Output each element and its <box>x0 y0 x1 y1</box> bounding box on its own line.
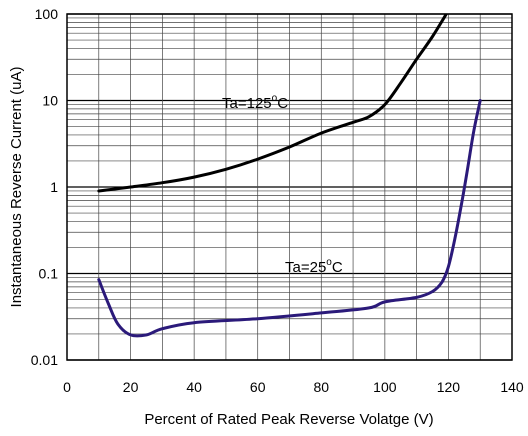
plot-frame <box>66 13 513 361</box>
y-tick-label: 0.1 <box>39 266 59 282</box>
y-tick-label: 10 <box>42 93 58 109</box>
series-label-25c-sup: o <box>326 257 332 268</box>
series-label-125c-main: Ta=125 <box>222 95 272 112</box>
series-label-125c: Ta=125oC <box>222 93 288 112</box>
y-axis-label: Instantaneous Reverse Current (uA) <box>8 67 25 308</box>
series-line-125c <box>97 14 449 193</box>
x-tick-label: 140 <box>500 379 524 395</box>
x-axis-label: Percent of Rated Peak Reverse Volatge (V… <box>144 411 433 428</box>
series-label-25c-main: Ta=25 <box>285 259 326 276</box>
x-tick-label: 100 <box>373 379 397 395</box>
y-tick-labels: 0.01 0.1 1 10 100 <box>31 6 58 368</box>
y-tick-label: 0.01 <box>31 352 58 368</box>
series-label-125c-sup: o <box>272 93 278 104</box>
x-tick-label: 80 <box>313 379 329 395</box>
x-tick-label: 40 <box>186 379 202 395</box>
x-tick-label: 120 <box>437 379 461 395</box>
x-tick-label: 60 <box>250 379 266 395</box>
x-tick-label: 20 <box>123 379 139 395</box>
curves <box>97 14 482 338</box>
series-label-25c-unit: C <box>332 259 343 276</box>
series-label-125c-unit: C <box>277 95 288 112</box>
series-line-25c <box>97 99 482 338</box>
series-label-25c: Ta=25oC <box>285 257 343 276</box>
x-tick-labels: 0 20 40 60 80 100 120 140 <box>63 379 524 395</box>
x-tick-label: 0 <box>63 379 71 395</box>
y-tick-label: 1 <box>50 179 58 195</box>
y-tick-label: 100 <box>35 6 59 22</box>
